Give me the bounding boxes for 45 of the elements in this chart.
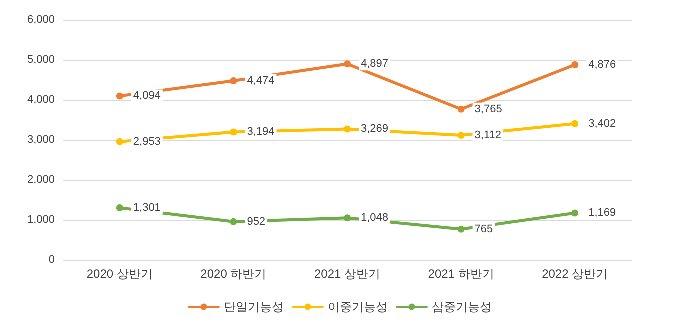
data-label: 4,474	[247, 75, 275, 88]
point	[458, 132, 465, 140]
point	[230, 218, 238, 226]
data-label: 3,194	[247, 126, 275, 138]
y-tick-label: 3,000	[27, 134, 55, 146]
x-tick-label: 2021 상반기	[314, 267, 381, 281]
y-tick-label: 5,000	[27, 54, 55, 66]
x-tick-label: 2020 상반기	[86, 267, 153, 281]
x-tick-label: 2020 하반기	[200, 267, 267, 281]
data-label: 2,953	[133, 136, 161, 148]
point	[230, 78, 238, 85]
legend-label: 단일기능성	[224, 300, 284, 314]
x-tick-label: 2021 하반기	[428, 267, 494, 281]
data-label: 1,048	[361, 212, 389, 224]
point	[572, 210, 579, 217]
data-label: 1,301	[133, 202, 161, 214]
point	[458, 226, 465, 233]
x-tick-label: 2022 상반기	[542, 267, 608, 281]
data-label: 4,897	[361, 58, 389, 70]
data-label: 3,112	[474, 130, 502, 142]
data-label: 4,876	[588, 58, 616, 71]
data-label: 3,269	[361, 123, 389, 136]
data-label: 4,094	[133, 90, 161, 102]
y-tick-label: 4,000	[27, 94, 55, 106]
legend-label: 이중기능성	[328, 300, 388, 314]
data-label: 3,402	[588, 118, 616, 130]
point	[116, 204, 124, 212]
y-tick-label: 6,000	[27, 14, 55, 26]
data-label: 3,765	[474, 103, 502, 116]
legend-label: 삼중기능성	[432, 300, 492, 314]
y-tick-label: 1,000	[27, 214, 55, 226]
point	[230, 128, 238, 136]
point	[344, 60, 351, 68]
point	[344, 126, 351, 133]
data-label: 1,169	[588, 207, 616, 220]
point	[572, 61, 579, 68]
data-label: 952	[247, 216, 266, 228]
point	[344, 214, 351, 222]
y-tick-label: 2,000	[27, 174, 55, 186]
point	[116, 138, 124, 146]
data-label: 765	[474, 223, 494, 236]
point	[116, 92, 124, 100]
point	[458, 106, 465, 113]
y-tick-label: 0	[48, 254, 55, 266]
point	[572, 120, 579, 128]
